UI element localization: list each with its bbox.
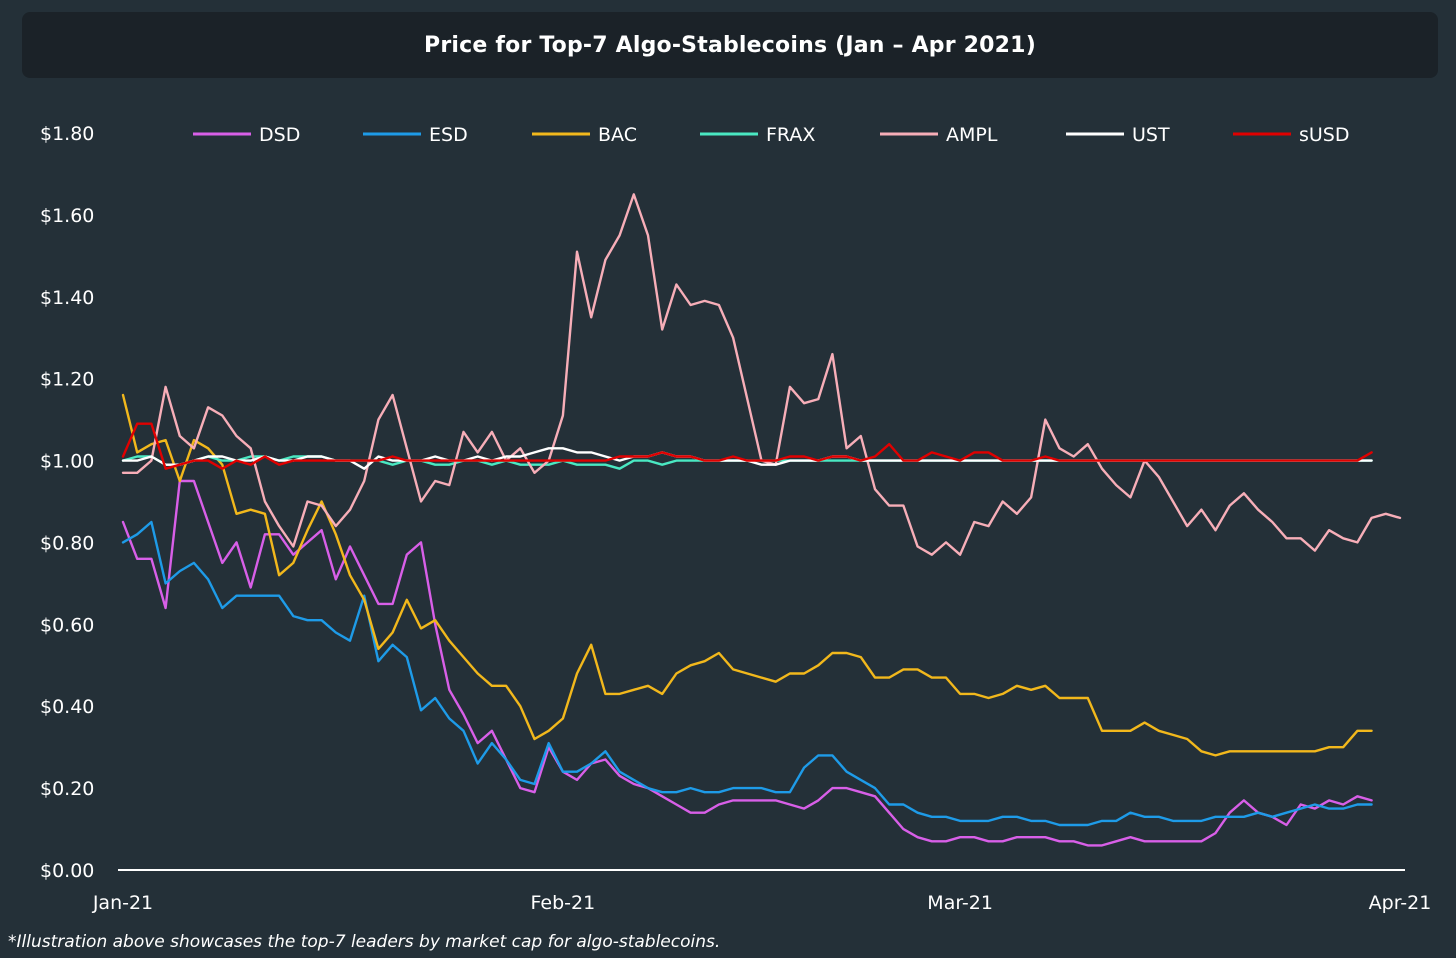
y-tick-label: $0.60 xyxy=(40,614,94,636)
series-line-bac xyxy=(121,393,1373,757)
x-axis: Jan-21 Feb-21 Mar-21 Apr-21 xyxy=(92,869,1432,914)
x-tick-label: Jan-21 xyxy=(92,892,153,914)
legend-label: AMPL xyxy=(946,124,998,146)
legend-label: ESD xyxy=(429,124,468,146)
x-tick-label: Feb-21 xyxy=(531,892,596,914)
chart-title-bar: Price for Top-7 Algo-Stablecoins (Jan – … xyxy=(22,12,1438,78)
legend-item: ESD xyxy=(363,124,468,146)
legend-item: AMPL xyxy=(880,124,998,146)
legend-label: FRAX xyxy=(766,124,815,146)
legend-label: BAC xyxy=(598,124,637,146)
y-tick-label: $0.00 xyxy=(40,860,94,882)
series-line-ust xyxy=(121,447,1373,470)
legend-item: sUSD xyxy=(1233,124,1350,146)
y-tick-label: $0.80 xyxy=(40,532,94,554)
y-axis-ticks: $0.00 $0.20 $0.40 $0.60 $0.80 $1.00 $1.20 $1.40… xyxy=(40,123,94,882)
y-tick-label: $0.40 xyxy=(40,696,94,718)
series-line-esd xyxy=(121,520,1373,827)
y-tick-label: $0.20 xyxy=(40,778,94,800)
series-lines xyxy=(121,193,1402,847)
legend-item: DSD xyxy=(193,124,300,146)
legend-item: UST xyxy=(1066,124,1170,146)
chart-title: Price for Top-7 Algo-Stablecoins (Jan – … xyxy=(424,32,1036,58)
x-tick-label: Apr-21 xyxy=(1369,892,1432,914)
series-line-susd xyxy=(121,422,1373,470)
x-tick-label: Mar-21 xyxy=(927,892,993,914)
legend-item: BAC xyxy=(532,124,637,146)
y-tick-label: $1.20 xyxy=(40,369,94,391)
legend-label: sUSD xyxy=(1299,124,1350,146)
legend-label: DSD xyxy=(259,124,300,146)
legend-label: UST xyxy=(1132,124,1170,146)
y-tick-label: $1.40 xyxy=(40,287,94,309)
series-line-ampl xyxy=(121,193,1402,556)
footnote: *Illustration above showcases the top-7 … xyxy=(8,932,721,952)
series-line-dsd xyxy=(121,479,1373,847)
y-tick-label: $1.60 xyxy=(40,205,94,227)
y-tick-label: $1.80 xyxy=(40,123,94,145)
y-tick-label: $1.00 xyxy=(40,451,94,473)
legend-item: FRAX xyxy=(700,124,815,146)
line-chart: $0.00 $0.20 $0.40 $0.60 $0.80 $1.00 $1.20 $1.40… xyxy=(40,123,1432,914)
series-line-frax xyxy=(121,455,1373,470)
legend: DSD ESD BAC FRAX AMPL UST sUSD xyxy=(193,124,1350,146)
